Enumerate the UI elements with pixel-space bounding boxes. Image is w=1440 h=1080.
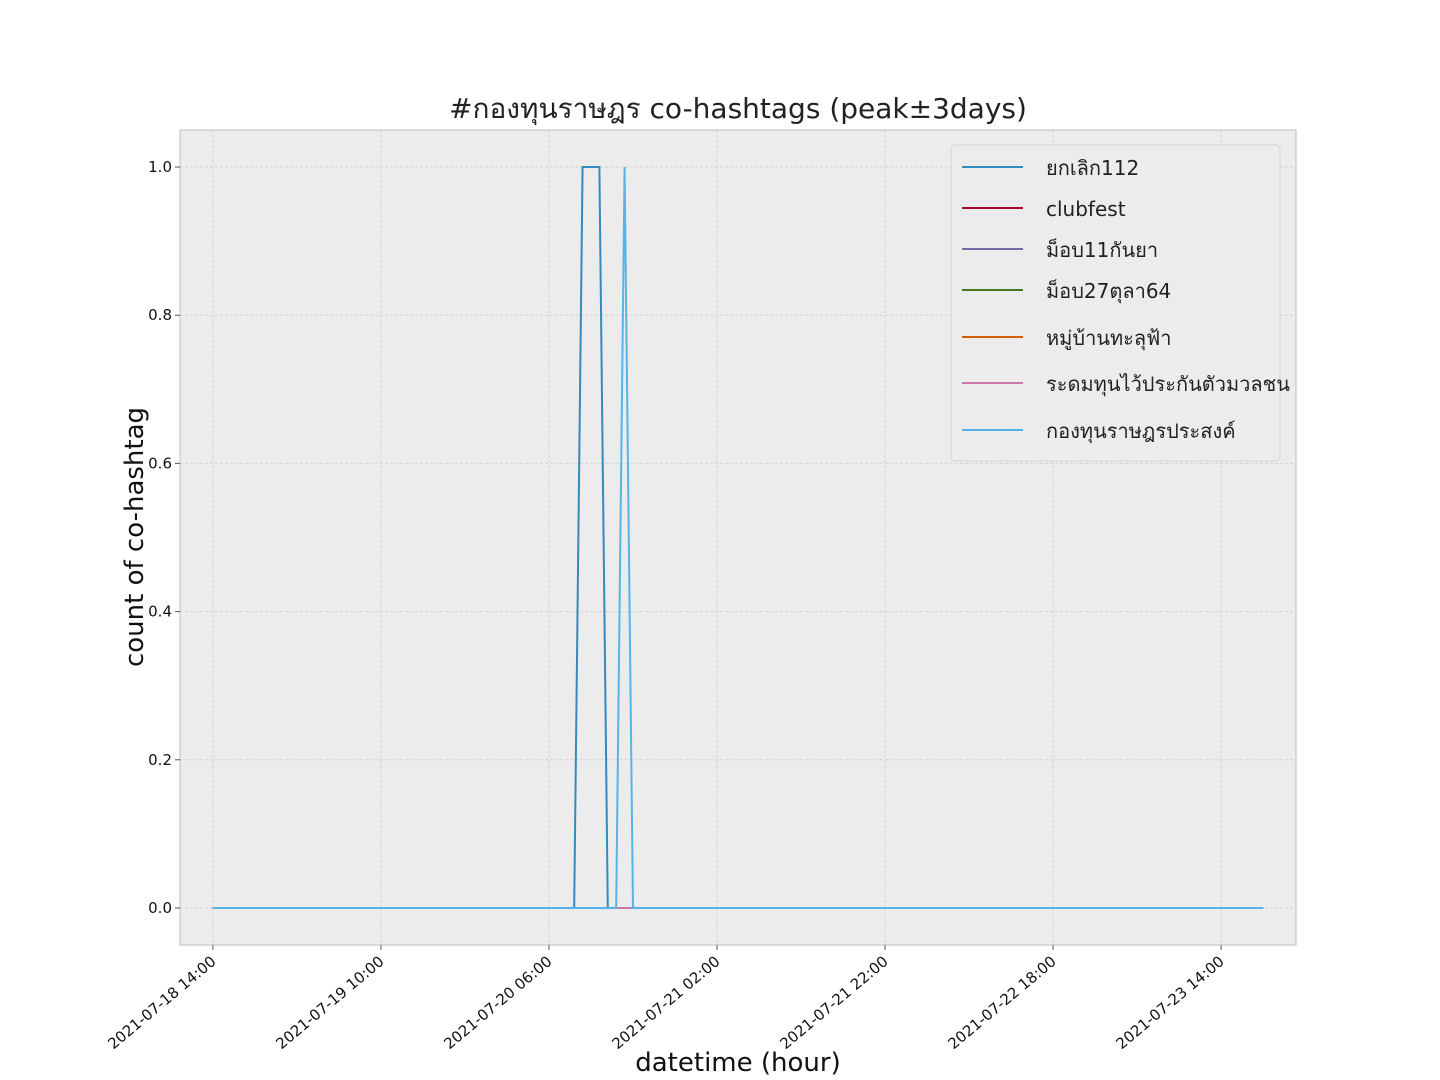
legend-label: ม็อบ11กันยา — [1046, 237, 1158, 262]
x-tick-label: 2021-07-22 18:00 — [945, 952, 1060, 1053]
legend-label: ระดมทุนไว้ประกันตัวมวลชน — [1046, 372, 1290, 397]
legend: ยกเลิก112 clubfest ม็อบ11กันยาม็อบ27ตุลา64… — [950, 144, 1290, 462]
legend-label: กองทุนราษฎรประสงค์ — [1046, 419, 1236, 444]
y-tick-label: 0.0 — [148, 899, 172, 917]
x-axis-ticks: 2021-07-18 14:00 2021-07-19 10:00 2021-07-… — [104, 945, 1228, 1053]
legend-label: หมู่บ้านทะลุฟ้า — [1046, 326, 1172, 351]
y-tick-label: 1.0 — [148, 158, 172, 176]
series-line — [212, 167, 1264, 909]
legend-label: ม็อบ27ตุลา64 — [1046, 278, 1171, 304]
y-tick-label: 0.6 — [148, 454, 172, 472]
series-lines — [212, 166, 1264, 909]
x-tick-label: 2021-07-23 14:00 — [1113, 952, 1228, 1053]
x-tick-label: 2021-07-18 14:00 — [104, 952, 219, 1053]
x-axis-label: datetime (hour) — [635, 1048, 840, 1078]
y-tick-label: 0.4 — [148, 603, 172, 621]
y-tick-label: 0.8 — [148, 306, 172, 324]
x-tick-label: 2021-07-21 22:00 — [776, 952, 891, 1053]
y-axis-label: count of co-hashtag — [120, 407, 150, 667]
y-axis-ticks: 0.0 0.2 0.4 0.6 0.8 1.0 — [148, 158, 180, 917]
x-tick-label: 2021-07-20 06:00 — [440, 952, 555, 1053]
legend-label: ยกเลิก112 — [1046, 156, 1139, 180]
x-tick-label: 2021-07-21 02:00 — [608, 952, 723, 1053]
y-tick-label: 0.2 — [148, 751, 172, 769]
legend-box — [950, 144, 1281, 462]
chart-title: #กองทุนราษฎร co-hashtags (peak±3days) — [449, 92, 1027, 126]
legend-label: clubfest — [1046, 197, 1126, 221]
x-tick-label: 2021-07-19 10:00 — [272, 952, 387, 1053]
